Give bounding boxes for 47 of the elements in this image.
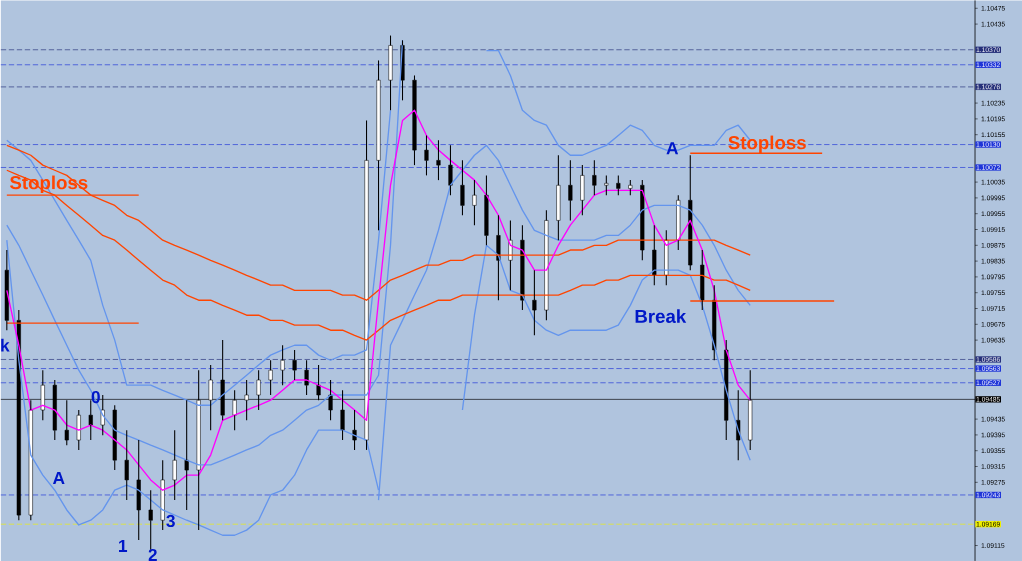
candlestick	[568, 159, 573, 221]
candlestick	[544, 209, 549, 321]
candlestick	[292, 349, 297, 381]
candlestick	[676, 194, 681, 251]
candlestick	[628, 179, 633, 196]
candlestick	[616, 174, 621, 196]
candlestick	[76, 409, 81, 451]
candlestick	[304, 359, 309, 396]
candlestick	[664, 229, 669, 286]
candlestick	[4, 249, 9, 331]
candlestick	[700, 249, 705, 311]
candlestick	[472, 179, 477, 226]
annotation: Break	[635, 309, 687, 323]
candlestick	[424, 134, 429, 176]
annotation: k	[1, 338, 10, 352]
candlestick	[556, 154, 561, 241]
candlestick	[484, 174, 489, 246]
candlestick	[112, 404, 117, 471]
annotation: A	[52, 471, 65, 484]
candlestick	[580, 164, 585, 216]
candlestick	[520, 224, 525, 311]
candlestick	[640, 179, 645, 261]
candlestick	[124, 429, 129, 501]
candlestick	[604, 174, 609, 196]
candlestick	[652, 224, 657, 286]
candlestick	[148, 489, 153, 551]
candlestick	[496, 214, 501, 301]
candlestick	[412, 74, 417, 166]
annotation: 2	[148, 548, 157, 561]
annotation: 3	[166, 514, 175, 527]
candlestick	[136, 439, 141, 541]
candlestick	[268, 359, 273, 396]
candlestick	[688, 154, 693, 271]
candlestick	[460, 159, 465, 216]
candlestick	[532, 269, 537, 336]
candlestick	[352, 409, 357, 451]
candlestick	[436, 139, 441, 181]
candlestick	[280, 344, 285, 386]
annotation: A	[666, 142, 679, 155]
candlestick	[448, 144, 453, 196]
candlestick	[172, 429, 177, 501]
candlestick	[184, 399, 189, 511]
annotation: 1	[119, 539, 128, 552]
candlestick	[160, 459, 165, 531]
candlestick	[592, 159, 597, 196]
candlestick	[376, 59, 381, 231]
annotation: Stoploss	[728, 135, 806, 153]
